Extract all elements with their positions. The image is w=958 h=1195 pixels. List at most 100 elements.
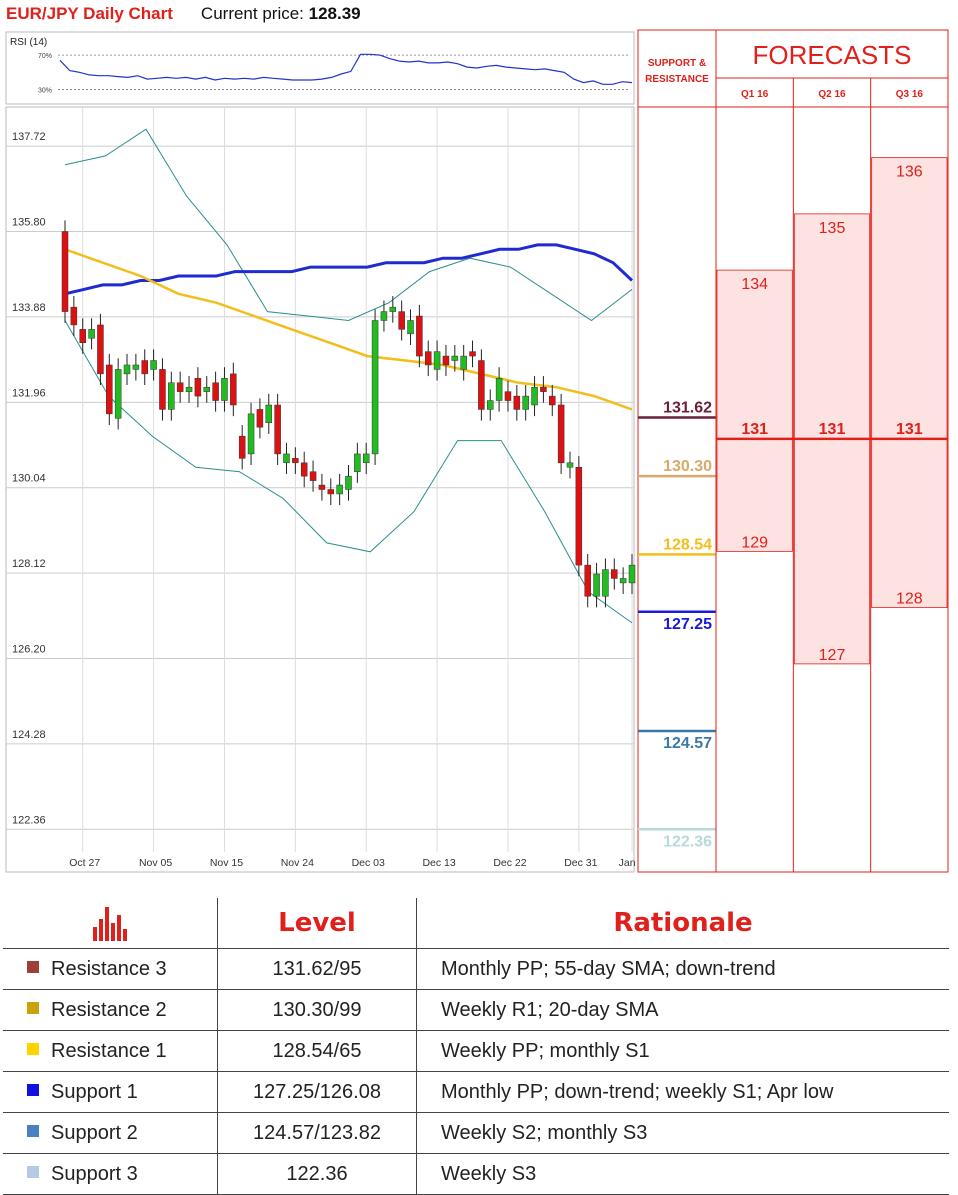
sr-level-label: 128.54: [663, 536, 712, 553]
level-name-text: Resistance 1: [51, 1039, 167, 1062]
candle: [451, 355, 459, 361]
candle: [300, 462, 308, 477]
legend-swatch: [27, 1166, 39, 1179]
candle: [354, 453, 361, 472]
level-rationale: Weekly PP; monthly S1: [416, 1030, 949, 1072]
candle: [327, 489, 335, 495]
candle: [566, 462, 574, 468]
candle: [557, 404, 565, 464]
candle: [619, 578, 627, 584]
legend-swatch: [27, 1084, 39, 1097]
levels-table: Level Rationale Resistance 3 131.62/95 Mon…: [3, 898, 949, 1195]
table-row: Resistance 3 131.62/95 Monthly PP; 55-day …: [3, 948, 949, 990]
table-row: Support 2 124.57/123.82 Weekly S2; monthly…: [3, 1112, 949, 1154]
sr-level-label: 127.25: [663, 616, 712, 633]
forecast-high-label: 135: [819, 220, 846, 237]
forecast-col-label: Q1 16: [741, 89, 769, 100]
chart-header: EUR/JPY Daily Chart Current price: 128.39: [6, 4, 361, 26]
candle: [469, 351, 476, 357]
y-tick-label: 130.04: [12, 473, 46, 485]
candle: [407, 320, 414, 335]
level-value: 127.25/126.08: [217, 1071, 417, 1113]
forecast-low-label: 128: [896, 591, 923, 608]
rsi-level-label: 70%: [38, 53, 52, 60]
y-tick-label: 124.28: [12, 729, 46, 741]
candle: [522, 395, 529, 410]
level-name-text: Support 1: [51, 1080, 138, 1103]
candle: [185, 386, 193, 392]
candle: [88, 329, 95, 339]
price-label: Current price:: [200, 4, 304, 23]
candle: [584, 564, 591, 597]
table-row: Support 1 127.25/126.08 Monthly PP; down-t…: [3, 1071, 949, 1113]
candle: [389, 306, 397, 312]
rsi-panel: [5, 31, 635, 105]
forecast-central-label: 131: [741, 421, 768, 438]
candle: [168, 382, 175, 410]
forecast-central-label: 131: [819, 421, 846, 438]
forecast-range-box: [716, 269, 793, 552]
candle: [424, 351, 432, 366]
sma-55-line: [64, 243, 634, 296]
candle: [141, 360, 148, 375]
candle: [221, 378, 228, 401]
forecast-low-label: 127: [819, 647, 846, 664]
level-name-text: Support 3: [51, 1162, 138, 1185]
forecast-col-label: Q2 16: [818, 89, 846, 100]
y-tick-label: 137.72: [12, 131, 46, 143]
x-tick-label: Nov 05: [139, 857, 172, 869]
candle: [380, 311, 388, 321]
level-rationale: Monthly PP; 55-day SMA; down-trend: [416, 948, 949, 990]
candle: [371, 320, 379, 455]
sma-20-line: [64, 248, 633, 411]
x-tick-label: Oct 27: [69, 857, 100, 869]
forecast-high-label: 136: [896, 164, 923, 181]
y-tick-label: 126.20: [12, 644, 46, 656]
level-value: 130.30/99: [217, 989, 417, 1031]
level-rationale: Monthly PP; down-trend; weekly S1; Apr l…: [416, 1071, 949, 1113]
candle: [433, 351, 441, 370]
candle: [504, 391, 512, 401]
candle: [628, 564, 636, 584]
candle: [460, 355, 467, 370]
level-name: Support 3: [3, 1153, 218, 1195]
level-name-text: Resistance 2: [51, 998, 167, 1021]
sr-level-label: 122.36: [663, 833, 712, 850]
bar-chart-icon: [3, 905, 217, 941]
bollinger-upper: [64, 128, 633, 322]
level-name-text: Resistance 3: [51, 957, 167, 980]
x-tick-label: Dec 22: [493, 857, 526, 869]
level-rationale: Weekly S3: [416, 1153, 949, 1195]
level-name: Support 2: [3, 1112, 218, 1154]
sr-level-label: 124.57: [663, 735, 712, 752]
chart-area: RSI (14) 70% 30% 137.72 135.80 133.88 131.96 13…: [5, 29, 949, 873]
level-name: Resistance 1: [3, 1030, 218, 1072]
candle: [283, 453, 290, 464]
candle: [61, 231, 69, 312]
level-value: 131.62/95: [217, 948, 417, 990]
sr-title: SUPPORT &: [648, 58, 706, 69]
rsi-level-label: 30%: [38, 87, 52, 94]
bollinger-lower: [64, 320, 633, 624]
candle: [549, 395, 556, 406]
y-tick-label: 122.36: [12, 814, 46, 826]
y-tick-label: 128.12: [12, 558, 46, 570]
bars-icon-cell: [3, 898, 218, 949]
level-value: 124.57/123.82: [217, 1112, 417, 1154]
forecast-title: FORECASTS: [753, 40, 912, 70]
price-value: 128.39: [308, 4, 361, 23]
forecast-high-label: 134: [741, 276, 768, 293]
candle: [309, 471, 317, 481]
candle: [611, 569, 618, 579]
candle: [336, 484, 343, 495]
candle: [362, 453, 370, 464]
legend-swatch: [27, 1043, 39, 1056]
candle: [416, 315, 423, 357]
candle: [274, 404, 281, 455]
candle: [247, 413, 255, 455]
candle: [203, 386, 210, 392]
x-tick-label: Dec 31: [564, 857, 597, 869]
level-rationale: Weekly R1; 20-day SMA: [416, 989, 949, 1031]
candle: [292, 458, 299, 464]
x-tick-label: Nov 24: [281, 857, 314, 869]
